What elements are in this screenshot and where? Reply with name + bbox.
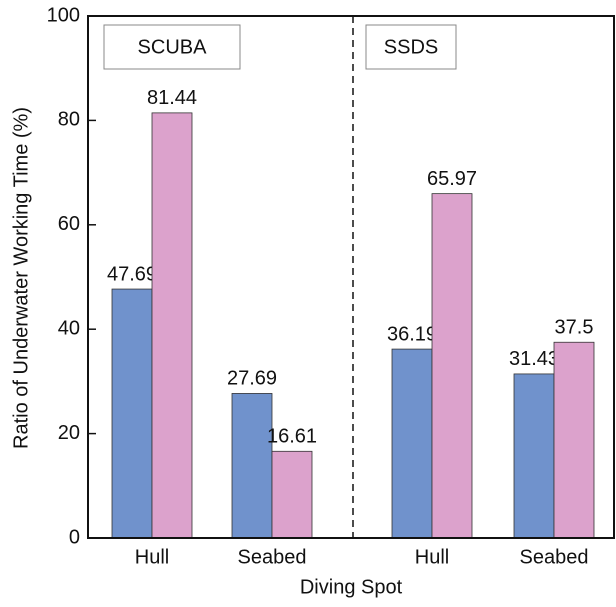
x-tick-label: Hull	[135, 546, 169, 568]
data-label: 65.97	[427, 168, 477, 190]
annotation: SCUBA	[138, 36, 208, 58]
data-label: 37.5	[555, 317, 594, 339]
y-tick-label: 60	[58, 213, 80, 235]
annotation-box	[103, 24, 241, 70]
bar	[513, 373, 555, 539]
annotation-box	[365, 24, 457, 70]
bar	[111, 288, 153, 539]
x-tick-label: Hull	[415, 546, 449, 568]
bar	[231, 393, 273, 539]
data-label: 31.43	[509, 348, 559, 370]
bar	[431, 193, 473, 539]
data-label: 27.69	[227, 368, 277, 390]
plot-frame	[87, 15, 615, 539]
annotation: SSDS	[384, 36, 438, 58]
y-tick-label: 0	[69, 526, 80, 548]
data-label: 36.19	[387, 323, 437, 345]
bar	[151, 112, 193, 539]
y-axis-label: Ratio of Underwater Working Time (%)	[10, 107, 32, 449]
data-label: 81.44	[147, 87, 197, 109]
data-label: 47.69	[107, 263, 157, 285]
x-tick-label: Seabed	[520, 546, 589, 568]
y-tick-label: 40	[58, 317, 80, 339]
y-tick-label: 80	[58, 109, 80, 131]
y-tick-label: 20	[58, 422, 80, 444]
bar	[271, 450, 313, 539]
x-axis-label: Diving Spot	[300, 576, 403, 598]
x-tick-label: Seabed	[238, 546, 307, 568]
bar	[391, 348, 433, 539]
y-tick-label: 100	[47, 4, 80, 26]
data-label: 16.61	[267, 426, 317, 448]
bar	[553, 341, 595, 539]
